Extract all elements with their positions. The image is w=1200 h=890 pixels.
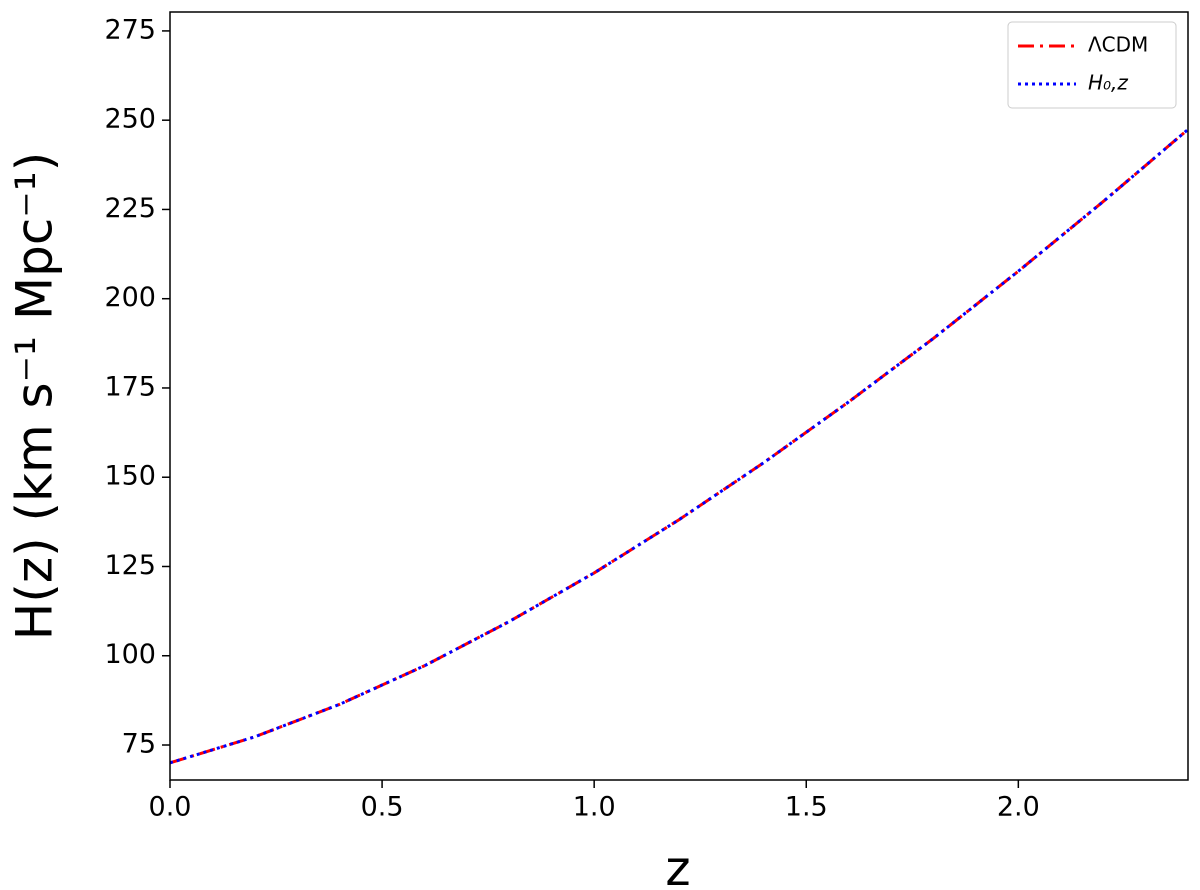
line-series bbox=[169, 128, 1189, 765]
y-tick-label: 200 bbox=[104, 282, 156, 313]
legend-label: ΛCDM bbox=[1088, 33, 1148, 57]
legend-box bbox=[1007, 21, 1177, 109]
y-tick-label: 175 bbox=[104, 371, 156, 402]
legend-label: H₀,z bbox=[1088, 71, 1128, 95]
x-tick-label: 0.0 bbox=[149, 792, 192, 823]
x-tick-label: 1.5 bbox=[785, 792, 828, 823]
x-axis-label: z bbox=[665, 841, 690, 890]
x-tick-label: 2.0 bbox=[997, 792, 1040, 823]
y-tick-label: 125 bbox=[104, 550, 156, 581]
y-tick-label: 150 bbox=[104, 461, 156, 492]
line-series bbox=[169, 128, 1189, 765]
y-tick-label: 100 bbox=[104, 639, 156, 670]
y-tick-label: 275 bbox=[104, 14, 156, 45]
y-tick-label: 75 bbox=[122, 729, 156, 760]
y-axis-label: H(z) (km s⁻¹ Mpc⁻¹) bbox=[6, 152, 64, 641]
x-tick-label: 0.5 bbox=[361, 792, 404, 823]
y-tick-label: 250 bbox=[104, 104, 156, 135]
x-tick-label: 1.0 bbox=[573, 792, 616, 823]
y-tick-label: 225 bbox=[104, 193, 156, 224]
plot-frame bbox=[169, 11, 1189, 781]
